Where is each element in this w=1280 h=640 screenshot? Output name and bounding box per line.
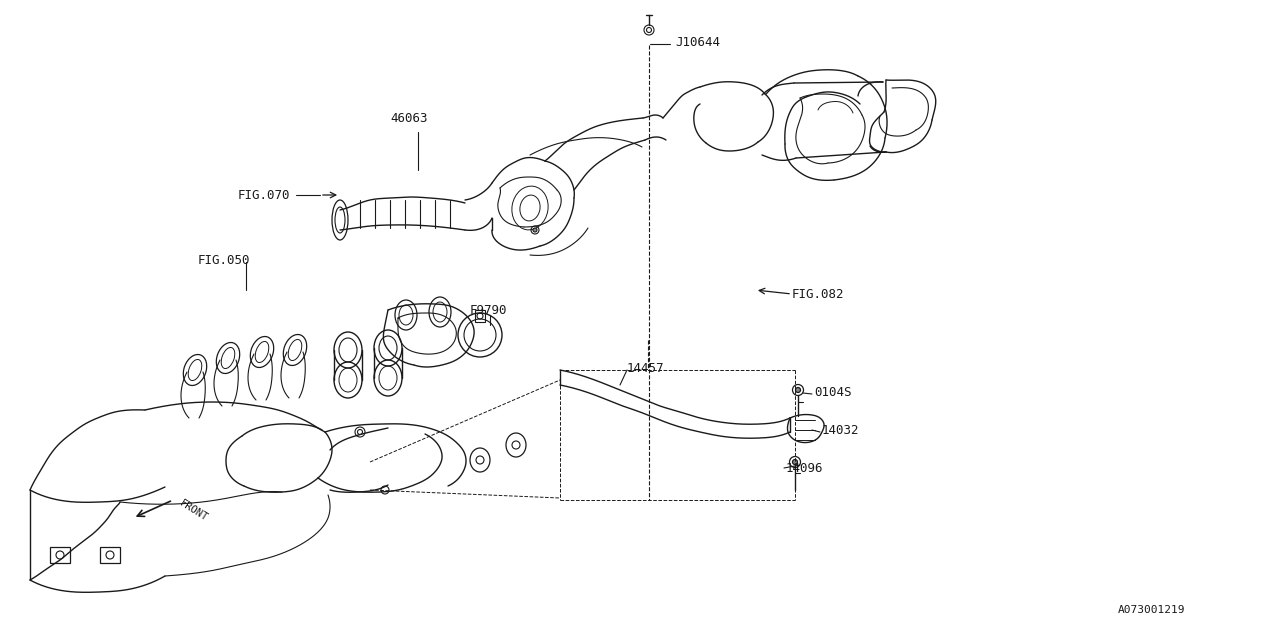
Circle shape <box>792 460 797 465</box>
Text: 14457: 14457 <box>627 362 664 374</box>
Circle shape <box>532 228 538 232</box>
Text: FIG.050: FIG.050 <box>198 253 251 266</box>
Text: FIG.082: FIG.082 <box>792 287 845 301</box>
Text: 0104S: 0104S <box>814 387 851 399</box>
Text: FRONT: FRONT <box>178 498 210 523</box>
Text: F9790: F9790 <box>470 303 507 317</box>
Bar <box>100 547 120 563</box>
Bar <box>50 547 70 563</box>
Circle shape <box>795 387 800 392</box>
Text: 14032: 14032 <box>822 424 859 436</box>
Text: A073001219: A073001219 <box>1117 605 1185 615</box>
Bar <box>475 310 485 322</box>
Text: 14096: 14096 <box>786 461 823 474</box>
Text: FIG.070: FIG.070 <box>238 189 291 202</box>
Text: J10644: J10644 <box>675 35 721 49</box>
Text: 46063: 46063 <box>390 111 428 125</box>
